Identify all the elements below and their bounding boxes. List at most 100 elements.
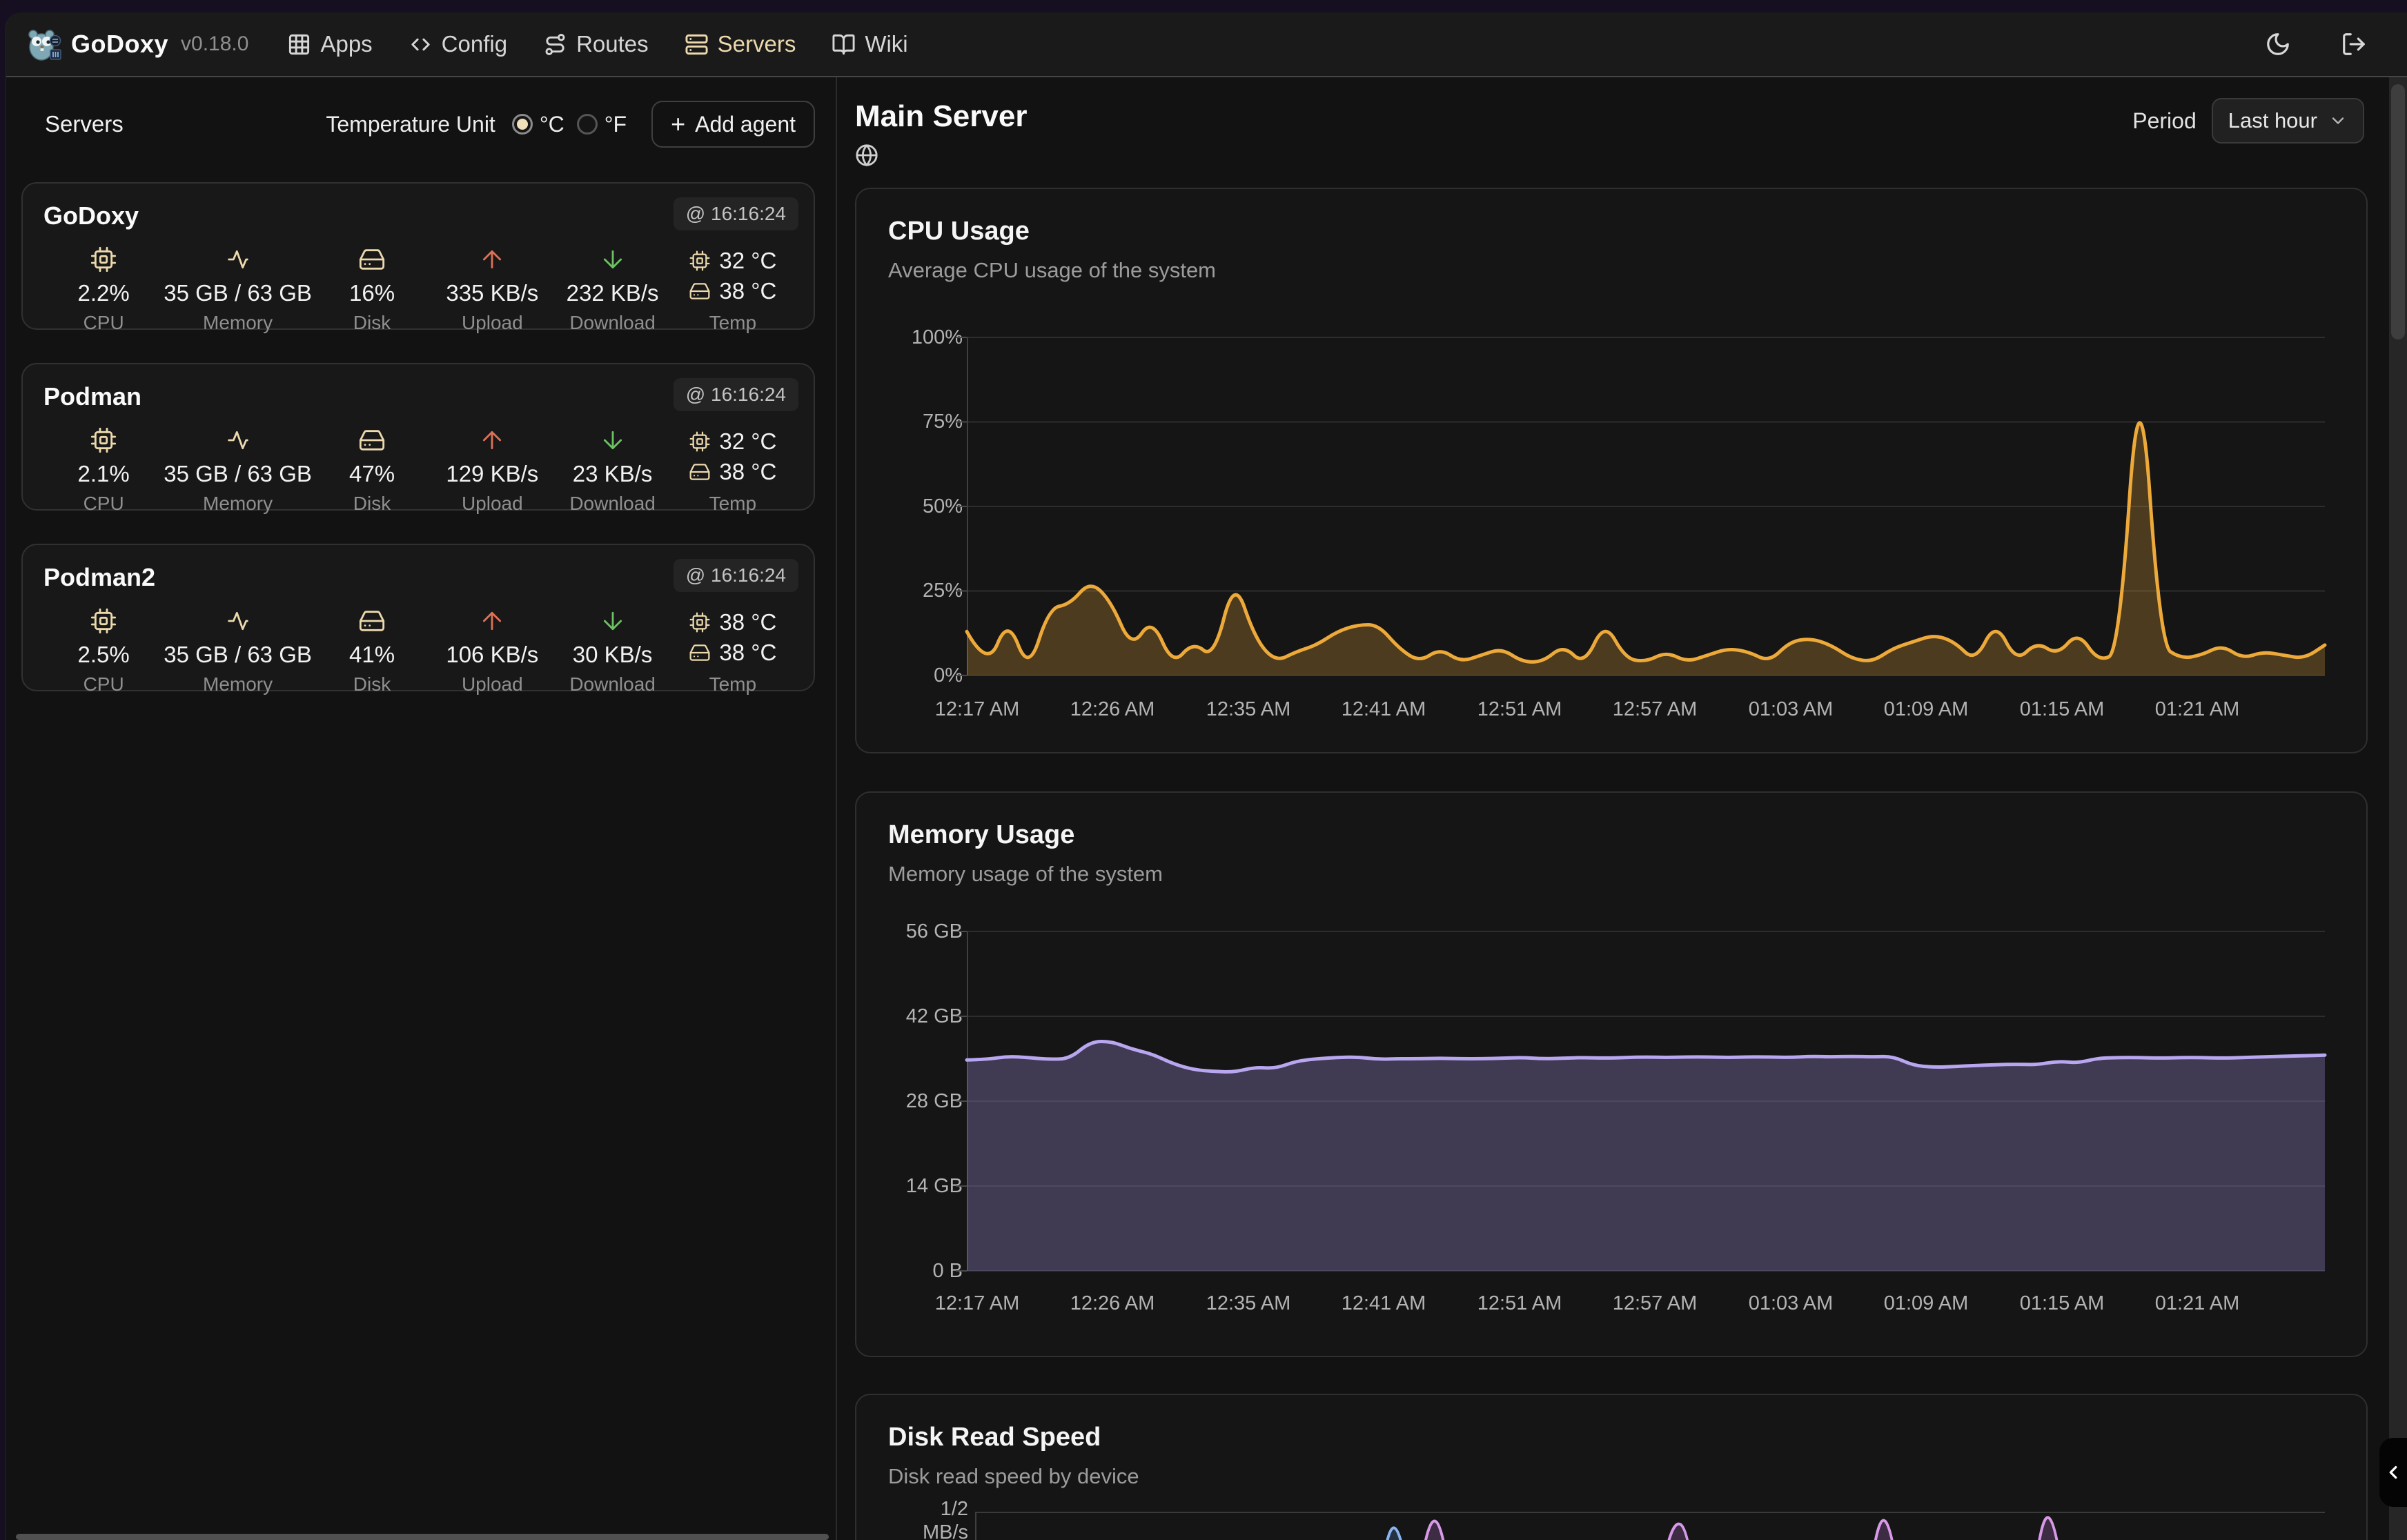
cpu-chip-icon: [689, 611, 711, 633]
fahrenheit-radio[interactable]: [576, 114, 598, 135]
content-area: Servers Temperature Unit °C °F + Add age…: [6, 77, 2407, 1540]
x-tick-label: 12:51 AM: [1477, 698, 1562, 720]
memory-value: 35 GB / 63 GB: [164, 461, 312, 486]
server-card-podman2[interactable]: Podman2 @ 16:16:24 2.5% CPU 35 GB / 63 G…: [21, 544, 815, 695]
memory-label: Memory: [203, 312, 273, 333]
memory-stat: 35 GB / 63 GB Memory: [164, 426, 312, 515]
hard-drive-icon: [358, 426, 386, 454]
app-shell: GoDoxy v0.18.0 Apps Config Routes Server…: [6, 12, 2407, 1540]
vertical-scrollbar-thumb[interactable]: [2391, 84, 2405, 339]
arrow-up-icon: [478, 607, 506, 635]
nav-menu: Apps Config Routes Servers Wiki: [287, 31, 908, 57]
activity-icon: [224, 607, 252, 635]
celsius-radio[interactable]: [511, 114, 533, 135]
route-icon: [543, 32, 567, 57]
memory-chart: [956, 931, 2327, 1272]
arrow-down-icon: [599, 607, 627, 635]
y-tick-label: 100%: [911, 326, 963, 348]
disk-value: 47%: [349, 461, 395, 486]
cpu-label: CPU: [83, 312, 124, 333]
server-card-godoxy[interactable]: GoDoxy @ 16:16:24 2.2% CPU 35 GB / 63 GB…: [21, 182, 815, 333]
nav-item-apps[interactable]: Apps: [287, 31, 373, 57]
upload-label: Upload: [461, 312, 523, 333]
chevron-left-icon: [2383, 1462, 2404, 1483]
horizontal-scrollbar-thumb[interactable]: [16, 1534, 829, 1540]
nav-item-label: Routes: [576, 31, 649, 57]
navbar-actions: [2265, 31, 2367, 57]
disk-chart-subtitle: Disk read speed by device: [888, 1464, 1139, 1488]
temp-label: Temp: [709, 312, 757, 333]
cpu-temp-value: 38 °C: [719, 609, 777, 635]
download-stat: 23 KB/s Download: [552, 426, 672, 515]
nav-item-wiki[interactable]: Wiki: [832, 31, 908, 57]
add-agent-button[interactable]: + Add agent: [651, 101, 815, 148]
memory-chart-title: Memory Usage: [888, 820, 1075, 849]
nav-item-label: Config: [441, 31, 508, 57]
x-tick-label: 12:41 AM: [1341, 1292, 1426, 1314]
disk-temp-value: 38 °C: [719, 459, 777, 484]
disk-stat: 47% Disk: [312, 426, 432, 515]
memory-chart-subtitle: Memory usage of the system: [888, 862, 1163, 886]
cpu-value: 2.5%: [77, 642, 130, 667]
download-stat: 232 KB/s Download: [552, 246, 672, 334]
x-tick-label: 12:17 AM: [934, 698, 1020, 720]
disk-chart-title: Disk Read Speed: [888, 1423, 1101, 1452]
moon-icon[interactable]: [2265, 31, 2291, 57]
collapse-panel-tab[interactable]: [2379, 1438, 2407, 1507]
upload-label: Upload: [461, 493, 523, 514]
download-value: 232 KB/s: [566, 280, 659, 306]
server-timestamp: @ 16:16:24: [673, 197, 798, 230]
activity-icon: [224, 426, 252, 454]
x-tick-label: 12:35 AM: [1206, 698, 1291, 720]
server-card-podman[interactable]: Podman @ 16:16:24 2.1% CPU 35 GB / 63 GB…: [21, 363, 815, 514]
cpu-chip-icon: [689, 250, 711, 272]
download-label: Download: [569, 673, 656, 695]
period-dropdown[interactable]: Last hour: [2211, 98, 2364, 144]
server-stats: 2.5% CPU 35 GB / 63 GB Memory 41% Disk: [43, 607, 793, 695]
cpu-temp-value: 32 °C: [719, 248, 777, 273]
memory-label: Memory: [203, 493, 273, 514]
memory-label: Memory: [203, 673, 273, 695]
server-name: Podman: [43, 382, 142, 411]
y-tick-label: 14 GB: [905, 1175, 963, 1197]
disk-temp-row: 38 °C: [689, 276, 776, 306]
y-tick-label: 50%: [922, 495, 963, 517]
cpu-label: CPU: [83, 673, 124, 695]
x-tick-label: 12:26 AM: [1070, 698, 1155, 720]
vertical-scrollbar[interactable]: [2389, 77, 2407, 1540]
activity-icon: [224, 246, 252, 273]
celsius-radio-group: °C: [511, 112, 564, 137]
nav-item-servers[interactable]: Servers: [685, 31, 796, 57]
period-value: Last hour: [2228, 108, 2317, 132]
download-value: 30 KB/s: [572, 642, 653, 667]
y-tick-label: MB/s: [922, 1521, 968, 1540]
disk-temp-row: 38 °C: [689, 638, 776, 668]
y-tick-label: 1/2: [940, 1498, 968, 1520]
cpu-chip-icon: [90, 426, 117, 454]
hard-drive-icon: [689, 280, 711, 302]
cpu-temp-row: 32 °C: [689, 426, 776, 457]
upload-stat: 106 KB/s Upload: [432, 607, 552, 695]
chevron-down-icon: [2328, 111, 2348, 130]
nav-item-config[interactable]: Config: [409, 31, 507, 57]
navbar: GoDoxy v0.18.0 Apps Config Routes Server…: [6, 12, 2407, 77]
download-label: Download: [569, 312, 656, 333]
godoxy-logo: [24, 26, 61, 63]
cpu-usage-card: CPU Usage Average CPU usage of the syste…: [855, 188, 2368, 753]
nav-item-routes[interactable]: Routes: [543, 31, 649, 57]
disk-temp-value: 38 °C: [719, 278, 777, 304]
disk-chart: [975, 1512, 2325, 1540]
globe-icon: [855, 144, 878, 170]
cpu-stat: 2.5% CPU: [43, 607, 164, 695]
nav-item-label: Apps: [320, 31, 373, 57]
cpu-chip-icon: [90, 607, 117, 635]
logout-icon[interactable]: [2341, 31, 2367, 57]
x-tick-label: 01:21 AM: [2154, 698, 2240, 720]
x-tick-label: 12:26 AM: [1070, 1292, 1155, 1314]
x-tick-label: 12:51 AM: [1477, 1292, 1562, 1314]
cpu-label: CPU: [83, 493, 124, 514]
memory-stat: 35 GB / 63 GB Memory: [164, 246, 312, 334]
arrow-down-icon: [599, 246, 627, 273]
y-tick-label: 0 B: [932, 1260, 963, 1282]
temperature-unit-label: Temperature Unit: [326, 111, 495, 137]
